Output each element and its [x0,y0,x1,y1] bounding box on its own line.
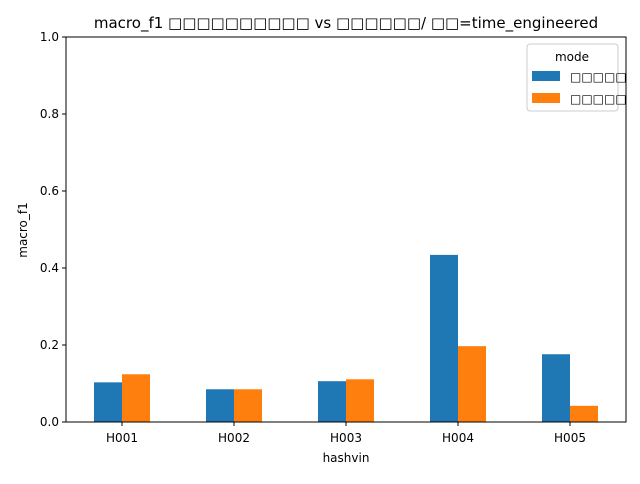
x-tick-label: H003 [330,431,362,445]
bar-series-1-h002 [206,389,234,422]
chart-title: macro_f1 □□□□□□□□□□ vs □□□□□□/ □□=time_e… [94,14,598,33]
bars-layer [94,254,598,422]
bar-series-2-h004 [458,346,486,422]
x-tick-label: H002 [218,431,250,445]
y-tick-label: 0.8 [40,107,59,121]
y-tick-label: 1.0 [40,30,59,44]
x-tick-label: H004 [442,431,474,445]
bar-series-2-h001 [122,374,150,422]
axes-layer: 0.0 0.2 0.4 0.6 0.8 1.0 H001 H002 H003 H004 H005 [40,30,627,445]
bar-series-1-h005 [542,354,570,422]
bar-series-2-h005 [570,405,598,422]
legend-label-series-2: □□□□□ [570,92,627,106]
legend-title: mode [555,50,589,64]
bar-series-1-h004 [430,254,458,422]
y-tick-label: 0.2 [40,338,59,352]
legend-swatch-series-2 [532,93,560,103]
legend: mode □□□□□ □□□□□ [526,43,627,112]
bar-series-2-h002 [234,389,262,422]
y-axis-label: macro_f1 [16,202,30,258]
x-tick-label: H005 [554,431,586,445]
legend-label-series-1: □□□□□ [570,70,627,84]
x-tick-label: H001 [106,431,138,445]
bar-series-1-h003 [318,381,346,422]
bar-series-1-h001 [94,382,122,422]
y-tick-label: 0.0 [40,415,59,429]
y-tick-label: 0.6 [40,184,59,198]
y-tick-label: 0.4 [40,261,59,275]
x-axis-label: hashvin [323,451,370,465]
bar-series-2-h003 [346,379,374,422]
legend-swatch-series-1 [532,71,560,81]
